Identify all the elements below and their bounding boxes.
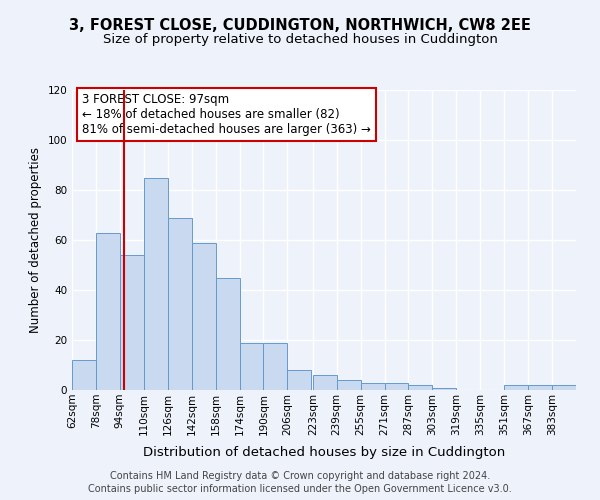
Bar xyxy=(361,382,385,390)
Text: Size of property relative to detached houses in Cuddington: Size of property relative to detached ho… xyxy=(103,32,497,46)
X-axis label: Distribution of detached houses by size in Cuddington: Distribution of detached houses by size … xyxy=(143,446,505,459)
Bar xyxy=(263,342,287,390)
Bar xyxy=(191,242,215,390)
Bar xyxy=(287,370,311,390)
Text: Contains HM Land Registry data © Crown copyright and database right 2024.: Contains HM Land Registry data © Crown c… xyxy=(110,471,490,481)
Bar xyxy=(215,278,239,390)
Y-axis label: Number of detached properties: Number of detached properties xyxy=(29,147,42,333)
Bar xyxy=(409,385,433,390)
Bar xyxy=(72,360,96,390)
Bar xyxy=(433,388,457,390)
Bar xyxy=(504,385,528,390)
Bar xyxy=(552,385,576,390)
Bar xyxy=(144,178,168,390)
Text: 3, FOREST CLOSE, CUDDINGTON, NORTHWICH, CW8 2EE: 3, FOREST CLOSE, CUDDINGTON, NORTHWICH, … xyxy=(69,18,531,32)
Bar xyxy=(120,255,144,390)
Bar xyxy=(313,375,337,390)
Bar xyxy=(528,385,552,390)
Text: 3 FOREST CLOSE: 97sqm
← 18% of detached houses are smaller (82)
81% of semi-deta: 3 FOREST CLOSE: 97sqm ← 18% of detached … xyxy=(82,93,371,136)
Bar xyxy=(96,232,120,390)
Text: Contains public sector information licensed under the Open Government Licence v3: Contains public sector information licen… xyxy=(88,484,512,494)
Bar xyxy=(337,380,361,390)
Bar xyxy=(168,218,191,390)
Bar xyxy=(239,342,263,390)
Bar xyxy=(385,382,409,390)
